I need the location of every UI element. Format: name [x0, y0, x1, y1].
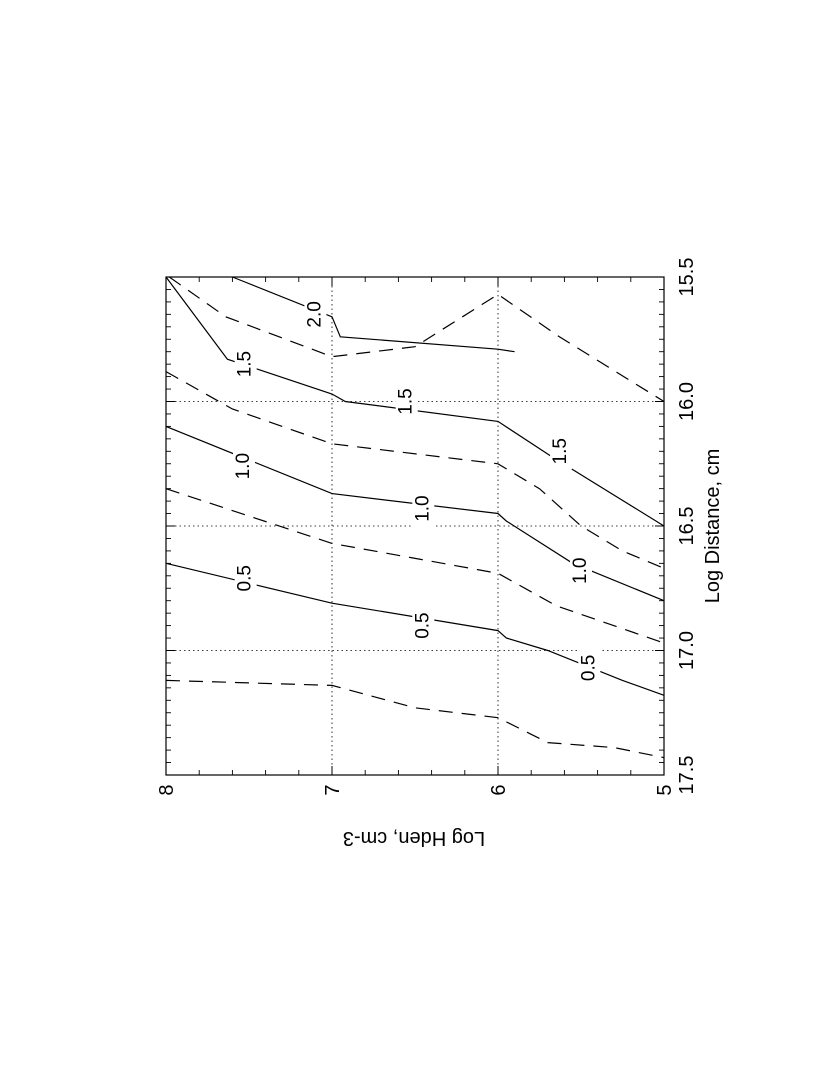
contour-label: 2.0	[304, 301, 325, 327]
x-tick-label: 16.5	[676, 507, 698, 546]
y-tick-label: 7	[322, 784, 344, 795]
contour-label-bg	[304, 296, 327, 333]
contour-labels: 2.0 1.5 1.5 1.5 1.0 1.0 1.0 0.5 0.5 0.5	[233, 296, 601, 686]
contour-label: 1.5	[235, 351, 256, 377]
contour-line-0-25	[165, 679, 665, 759]
contour-label: 1.0	[412, 495, 433, 521]
x-tick-label: 17.0	[676, 631, 698, 670]
y-tick-label: 5	[654, 784, 676, 795]
contour-label: 1.5	[396, 388, 417, 414]
y-tick-label: 8	[156, 784, 178, 795]
y-axis-title: Log Hden, cm-3	[343, 827, 485, 849]
contour-label: 1.0	[570, 558, 591, 584]
contour-label-bg	[570, 552, 592, 589]
contour-label: 0.5	[412, 612, 433, 638]
contour-label-bg	[412, 490, 435, 527]
y-tick-label: 6	[488, 784, 510, 795]
contour-line-1-75	[168, 276, 665, 403]
contour-label-bg	[412, 607, 435, 644]
contour-label-bg	[395, 383, 418, 420]
contour-line-0-5	[165, 562, 665, 696]
contour-label: 0.5	[578, 655, 599, 681]
contour-line-1-25	[165, 371, 665, 569]
contour-label-bg	[578, 649, 601, 686]
axis-ticks	[165, 276, 665, 776]
contour-label: 1.0	[233, 453, 254, 479]
contour-lines	[165, 276, 665, 759]
contour-line-2	[232, 276, 515, 353]
x-tick-label: 15.5	[676, 258, 698, 297]
contour-label-bg	[550, 433, 573, 470]
contour-line-0-75	[165, 488, 665, 644]
contour-label: 1.5	[550, 438, 571, 464]
x-tick-label: 17.5	[676, 756, 698, 795]
contour-label: 0.5	[235, 565, 256, 591]
contour-label-bg	[233, 448, 256, 485]
tick-labels: 15.5 16.0 16.5 17.0 17.55 6 7 8	[156, 258, 698, 796]
contour-label-bg	[234, 346, 257, 383]
x-axis-title: Log Distance, cm	[702, 449, 724, 604]
x-tick-label: 16.0	[676, 382, 698, 421]
contour-label-bg	[234, 560, 257, 597]
